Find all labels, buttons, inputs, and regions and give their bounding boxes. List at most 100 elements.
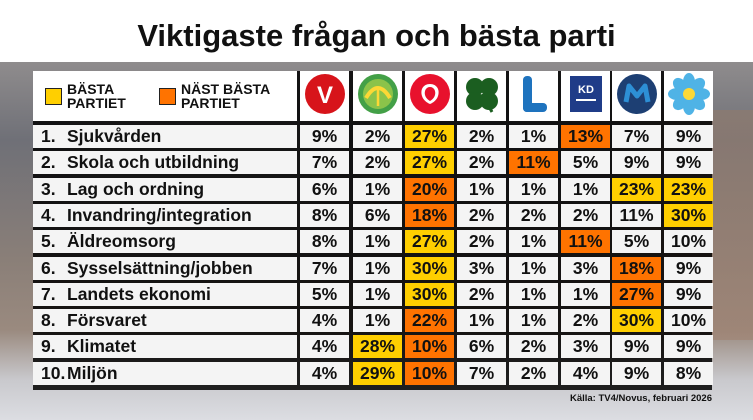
issue-name: Sysselsättning/jobben [67, 257, 253, 278]
value-cell: 2% [457, 151, 506, 175]
issue-name: Sjukvården [67, 126, 162, 146]
value-cell: 27% [405, 151, 454, 175]
legend-best-label: BÄSTA PARTIET [67, 81, 126, 111]
issue-label: 10.Miljön [33, 361, 297, 385]
value-cell: 8% [300, 230, 349, 254]
issue-rank: 3. [41, 178, 56, 199]
issue-label: 4. Invandring/integration [33, 203, 297, 227]
svg-text:V: V [316, 82, 332, 109]
value-cell: 2% [561, 203, 610, 227]
party-logo-cell [612, 71, 661, 121]
issue-rank: 1. [41, 126, 56, 146]
socialdemokraterna-logo-icon [408, 72, 452, 121]
value-cell: 1% [509, 309, 558, 333]
issue-label: 5. Äldreomsorg [33, 230, 297, 254]
value-cell: 22% [405, 309, 454, 333]
value-cell: 2% [509, 361, 558, 385]
value-cell: 11% [561, 230, 610, 254]
issue-rank: 10. [41, 362, 66, 383]
party-logo-cell [353, 71, 402, 121]
value-cell: 2% [457, 203, 506, 227]
value-cell: 29% [353, 361, 402, 385]
value-cell: 30% [405, 282, 454, 306]
legend-best: BÄSTA PARTIET [45, 82, 126, 110]
value-cell: 23% [612, 177, 661, 201]
party-logo-cell [664, 71, 713, 121]
value-cell: 5% [561, 151, 610, 175]
legend: BÄSTA PARTIET NÄST BÄSTA PARTIET [33, 71, 297, 121]
value-cell: 2% [561, 309, 610, 333]
value-cell: 1% [353, 230, 402, 254]
issue-rank: 6. [41, 257, 56, 278]
value-cell: 9% [664, 125, 713, 148]
value-cell: 18% [405, 203, 454, 227]
value-cell: 6% [353, 203, 402, 227]
issue-rank: 7. [41, 283, 56, 304]
issue-label: 3. Lag och ordning [33, 177, 297, 201]
value-cell: 9% [664, 151, 713, 175]
legend-second-label: NÄST BÄSTA PARTIET [181, 81, 271, 111]
value-cell: 11% [509, 151, 558, 175]
value-cell: 9% [612, 151, 661, 175]
issue-name: Invandring/integration [67, 204, 252, 225]
issue-label: 6. Sysselsättning/jobben [33, 256, 297, 280]
value-cell: 10% [405, 335, 454, 359]
issue-name: Klimatet [67, 336, 137, 357]
legend-second: NÄST BÄSTA PARTIET [159, 82, 270, 110]
value-cell: 2% [509, 335, 558, 359]
issue-label: 9. Klimatet [33, 335, 297, 359]
value-cell: 2% [353, 125, 402, 148]
value-cell: 1% [561, 177, 610, 201]
legend-best-swatch [45, 88, 62, 105]
party-logo-cell [405, 71, 454, 121]
value-cell: 5% [612, 230, 661, 254]
value-cell: 10% [405, 361, 454, 385]
value-cell: 3% [457, 256, 506, 280]
value-cell: 30% [664, 203, 713, 227]
value-cell: 8% [300, 203, 349, 227]
value-cell: 4% [561, 361, 610, 385]
value-cell: 11% [612, 203, 661, 227]
value-cell: 4% [300, 361, 349, 385]
value-cell: 1% [353, 309, 402, 333]
value-cell: 3% [561, 335, 610, 359]
value-cell: 2% [457, 125, 506, 148]
issue-rank: 2. [41, 152, 56, 173]
value-cell: 9% [664, 256, 713, 280]
value-cell: 7% [457, 361, 506, 385]
svg-text:KD: KD [578, 84, 594, 96]
issue-name: Skola och utbildning [67, 152, 240, 173]
sverigedemokraterna-logo-icon [667, 72, 711, 121]
page-title: Viktigaste frågan och bästa parti [137, 18, 616, 53]
moderaterna-logo-icon [615, 72, 659, 121]
value-cell: 1% [509, 177, 558, 201]
issue-rank: 5. [41, 231, 56, 252]
value-cell: 1% [561, 282, 610, 306]
party-logo-cell: V [300, 71, 349, 121]
value-cell: 30% [405, 256, 454, 280]
value-cell: 1% [509, 282, 558, 306]
value-cell: 2% [353, 151, 402, 175]
value-cell: 27% [612, 282, 661, 306]
value-cell: 8% [664, 361, 713, 385]
party-logo-cell: KD [561, 71, 610, 121]
results-table: BÄSTA PARTIET NÄST BÄSTA PARTIET V KD 1. Sj… [33, 71, 713, 390]
source-credit: Källa: TV4/Novus, februari 2026 [569, 393, 712, 404]
miljopartiet-logo-icon [356, 72, 400, 121]
value-cell: 1% [457, 177, 506, 201]
value-cell: 7% [612, 125, 661, 148]
value-cell: 27% [405, 125, 454, 148]
value-cell: 23% [664, 177, 713, 201]
value-cell: 5% [300, 282, 349, 306]
issue-name: Landets ekonomi [67, 283, 211, 304]
liberalerna-logo-icon [512, 72, 556, 121]
issue-name: Äldreomsorg [67, 231, 176, 252]
vansterpartiet-logo-icon: V [303, 72, 347, 121]
value-cell: 3% [561, 256, 610, 280]
value-cell: 9% [300, 125, 349, 148]
value-cell: 1% [509, 125, 558, 148]
value-cell: 27% [405, 230, 454, 254]
value-cell: 18% [612, 256, 661, 280]
value-cell: 2% [457, 230, 506, 254]
issue-label: 7. Landets ekonomi [33, 282, 297, 306]
